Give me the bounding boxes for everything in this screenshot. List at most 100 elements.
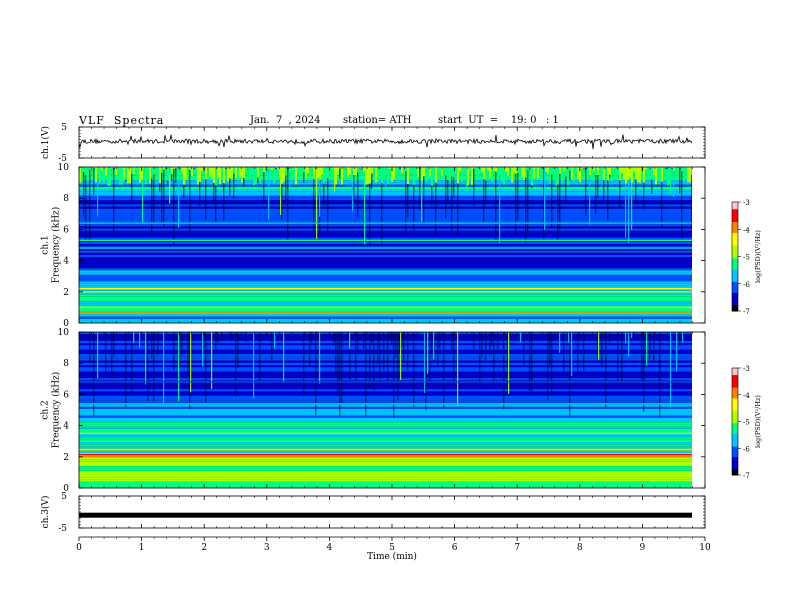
ch2-spec-streak (549, 332, 551, 365)
ch2-spec-band (79, 477, 692, 480)
ch1-spec-top-emission (623, 167, 625, 180)
time-axis-tick-label: 6 (452, 543, 458, 553)
ch2-spec-sferic (274, 332, 276, 349)
ch2-colorbar-swatch (732, 417, 738, 421)
ch2-spec-band (79, 340, 692, 343)
ch2-colorbar-swatch (732, 401, 738, 405)
ch1-spec-sferic (289, 167, 291, 187)
ch1-spec-top-emission (217, 167, 219, 178)
ch1-spec-top-emission (189, 167, 191, 170)
ch1-spec-top-emission (173, 167, 175, 169)
ch1-spec-streak (303, 167, 305, 184)
ch1-spec-top-emission (101, 167, 103, 172)
ch1-colorbar-swatch (732, 305, 738, 308)
ch2-spec-ytick-label: 6 (63, 390, 69, 400)
ch1-colorbar-swatch (732, 205, 738, 208)
ch2-spec-streak (205, 332, 207, 402)
time-axis-tick-label: 9 (640, 543, 646, 553)
ch2-spec-band (79, 420, 692, 423)
ch1-spec-top-emission (263, 167, 265, 173)
ch2-colorbar-swatch (732, 437, 738, 440)
start-time-label: start UT = 19: 0 : 1 (438, 115, 559, 126)
ch1-spec-streak (327, 167, 329, 233)
ch1-spec-top-emission (591, 167, 593, 178)
ch1-spec-sferic (280, 167, 282, 215)
ch1-spec-top-emission (657, 167, 659, 181)
ch2-spec-streak (387, 332, 389, 384)
ch2-colorbar-swatch (732, 387, 738, 390)
ch2-spec-streak (157, 332, 159, 356)
ch2-colorbar-swatch (732, 458, 738, 462)
ch1-colorbar-swatch (732, 207, 738, 210)
ch1-spec-top-emission (605, 167, 607, 173)
ch2-spec-streak (429, 332, 431, 383)
ch2-spec-streak (187, 332, 189, 376)
ch1-spec-top-emission (553, 167, 555, 178)
ch1-spec-top-emission (335, 167, 337, 185)
ch2-spec-sferic (97, 332, 99, 379)
ch1-spec-streak (517, 167, 519, 220)
ch1-spec-top-emission (453, 167, 455, 178)
ch2-spec-band (79, 369, 692, 372)
ch2-spec-band (79, 336, 692, 339)
ch1-spec-sferic (628, 167, 630, 243)
ch1-spec-top-emission (413, 167, 415, 185)
time-axis-tick-label: 1 (139, 543, 145, 553)
ch2-spec-sferic (625, 332, 627, 344)
ch1-colorbar-swatch (732, 216, 738, 219)
ch1-spec-tone-line (79, 287, 692, 290)
ch2-colorbar-swatch (732, 403, 738, 406)
ch2-spec-streak (633, 332, 635, 340)
ch1-spec-sferic (97, 167, 99, 217)
ch1-spec-top-emission (565, 167, 567, 177)
ch1-colorbar-swatch (732, 203, 738, 207)
ch1-spec-top-emission (281, 167, 283, 184)
ch1-spec-streak (651, 167, 653, 194)
ch2-spec-tone-line (79, 482, 692, 485)
ch1-spec-top-emission (215, 167, 217, 186)
ch1-spec-top-emission (447, 167, 449, 180)
ch2-spec-sferic (211, 332, 213, 389)
ch1-colorbar-swatch (732, 280, 738, 283)
ch2-colorbar-swatch (732, 371, 738, 374)
ch2-spec-tone-line (79, 456, 692, 458)
ch1-spec-band (79, 237, 692, 240)
ch2-spec-band (79, 378, 692, 381)
ch2-spec-band (79, 391, 692, 394)
ch2-spec-band (79, 409, 692, 412)
ch1-spec-top-emission (505, 167, 507, 172)
ch1-spec-top-emission (273, 167, 275, 183)
ch2-spec-streak (231, 332, 233, 341)
ch2-spec-streak (125, 332, 127, 407)
ch1-colorbar-swatch (732, 249, 738, 252)
ch1-spec-top-emission (295, 167, 297, 185)
ch1-spec-top-emission (331, 167, 333, 177)
ch1-colorbar-swatch (732, 223, 738, 227)
ch2-spec-tone-line (79, 471, 692, 474)
ch1-spec-band (79, 296, 692, 299)
ch2-colorbar-swatch (732, 369, 738, 373)
ch1-spec-top-emission (119, 167, 121, 185)
ch1-colorbar-swatch (732, 227, 738, 230)
ch2-spec-streak (601, 332, 603, 367)
ch1-spec-sferic (319, 167, 321, 217)
ch1-spec-streak (565, 167, 567, 202)
ch1-spec-band (79, 272, 692, 275)
ch1-spec-streak (485, 167, 487, 201)
ch1-spec-top-emission (209, 167, 211, 177)
ch2-colorbar-swatch (732, 460, 738, 464)
ch1-spec-tone-line (79, 222, 692, 224)
ch2-spec-streak (89, 332, 91, 362)
ch2-spec-streak (377, 332, 379, 365)
ch1-spec-top-emission (427, 167, 429, 178)
ch1-spec-top-emission (221, 167, 223, 180)
ch2-spec-streak (357, 332, 359, 353)
ch1-colorbar-swatch (732, 211, 738, 214)
ch1-spec-band (79, 299, 692, 302)
ch1-spec-top-emission (463, 167, 465, 174)
ch2-colorbar-swatch (732, 396, 738, 399)
ch2-spec-band (79, 349, 692, 352)
ch1-spec-top-emission (407, 167, 409, 184)
ch2-spec-band (79, 347, 692, 350)
ch1-spec-top-emission (437, 167, 439, 171)
